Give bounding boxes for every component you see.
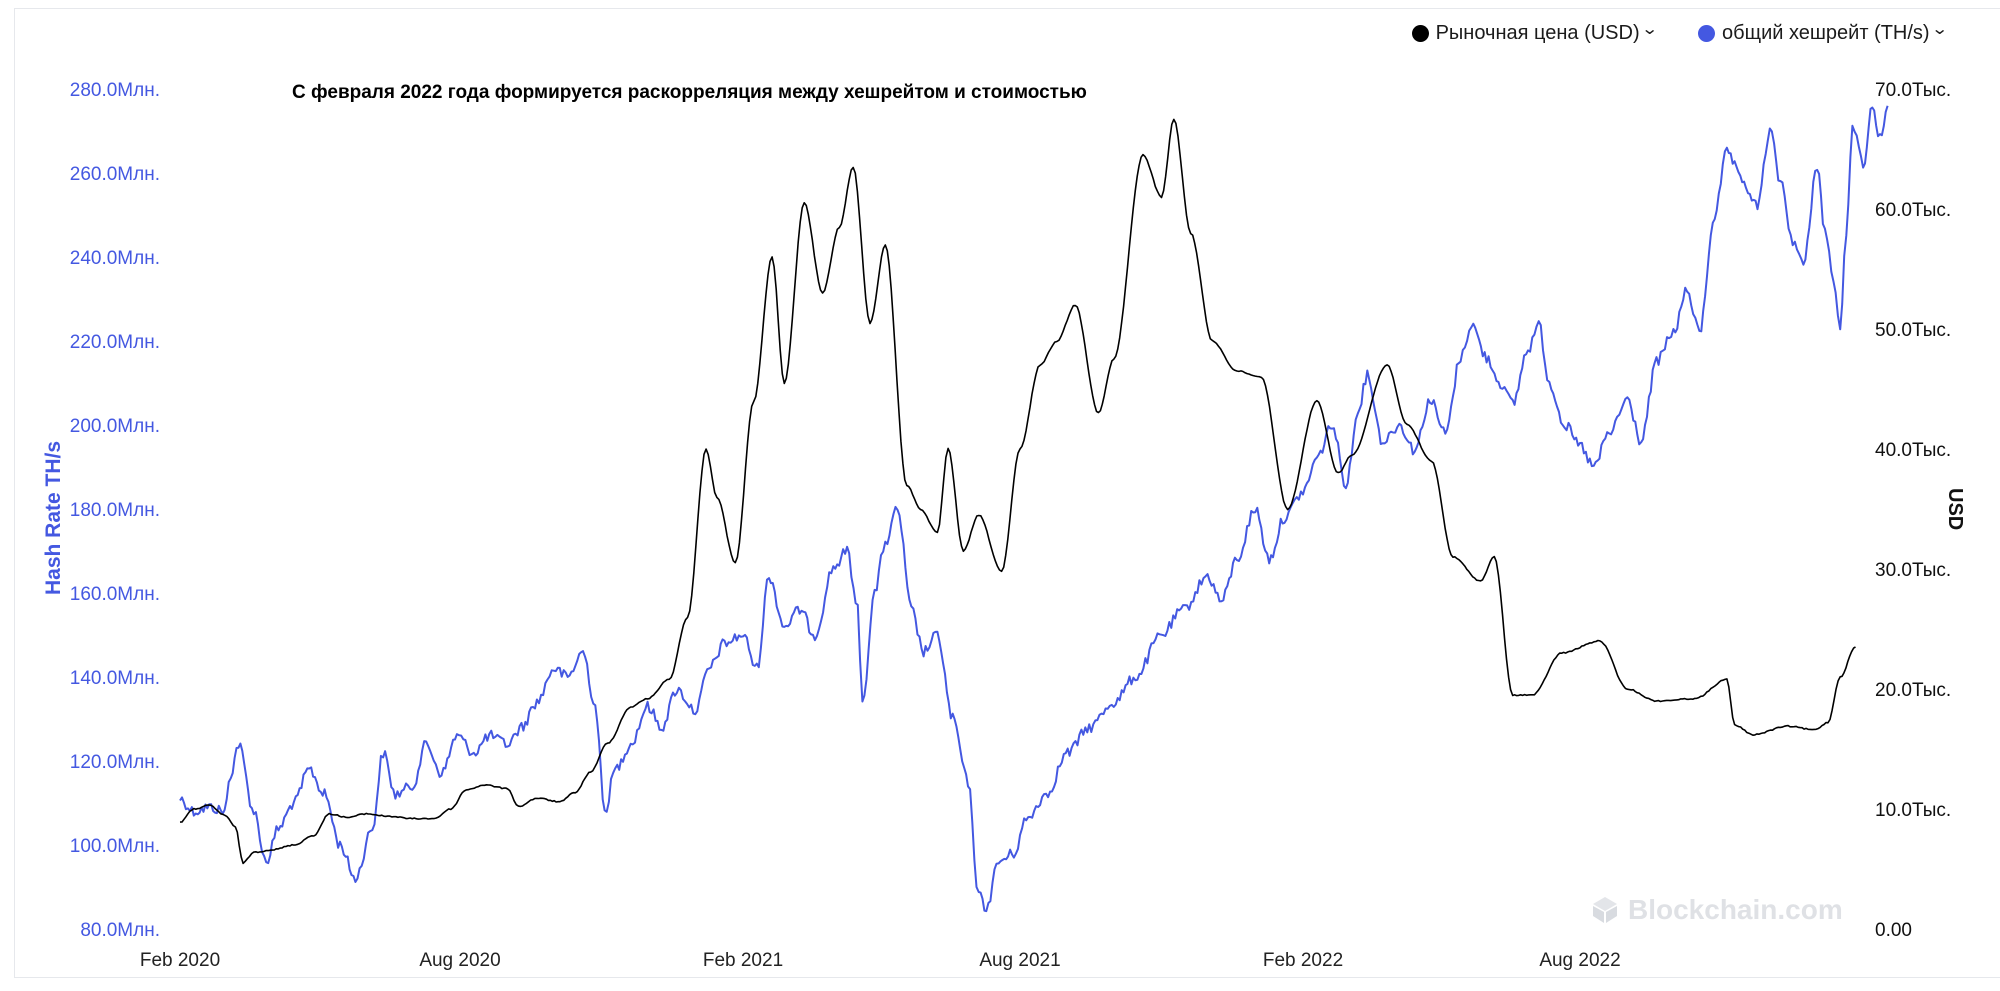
left-tick-label: 140.0Млн.: [70, 668, 160, 689]
left-axis-ticks: 280.0Млн. 260.0Млн. 240.0Млн. 220.0Млн. 200.…: [70, 80, 160, 941]
right-tick-label: 70.0Тыс.: [1875, 80, 1951, 101]
price-series-line: [179, 118, 1856, 865]
left-tick-label: 200.0Млн.: [70, 416, 160, 437]
left-tick-label: 180.0Млн.: [70, 500, 160, 521]
x-tick-label: Feb 2022: [1263, 950, 1343, 971]
x-axis-ticks: Feb 2020 Aug 2020 Feb 2021 Aug 2021 Feb 2022…: [140, 950, 1621, 971]
x-tick-label: Aug 2020: [419, 950, 500, 971]
left-tick-label: 240.0Млн.: [70, 248, 160, 269]
watermark-text: Blockchain.com: [1628, 894, 1843, 925]
left-tick-label: 280.0Млн.: [70, 80, 160, 101]
legend-dot-hashrate: [1698, 25, 1716, 42]
x-tick-label: Feb 2020: [140, 950, 220, 971]
left-axis-title: Hash Rate TH/s: [42, 440, 65, 595]
legend-item-price[interactable]: Рыночная цена (USD) ⌄: [1411, 20, 1659, 45]
legend-label-hashrate: общий хешрейт (TH/s): [1722, 22, 1930, 44]
legend-label-price: Рыночная цена (USD): [1435, 22, 1640, 44]
chevron-down-icon[interactable]: ⌄: [1640, 20, 1659, 38]
series-lines: [179, 105, 1889, 913]
right-tick-label: 10.0Тыс.: [1875, 800, 1951, 821]
chart-annotation: С февраля 2022 года формируется раскорре…: [292, 82, 1087, 103]
left-tick-label: 120.0Млн.: [70, 752, 160, 773]
left-tick-label: 260.0Млн.: [70, 164, 160, 185]
right-axis-title: USD: [1944, 488, 1966, 531]
left-tick-label: 160.0Млн.: [70, 584, 160, 605]
left-tick-label: 220.0Млн.: [70, 332, 160, 353]
blockchain-logo-icon: [1593, 897, 1617, 923]
right-tick-label: 20.0Тыс.: [1875, 680, 1951, 701]
x-tick-label: Feb 2021: [703, 950, 783, 971]
chart-frame: [14, 8, 2000, 978]
right-tick-label: 50.0Тыс.: [1875, 320, 1951, 341]
left-tick-label: 80.0Млн.: [80, 920, 160, 941]
legend-dot-price: [1411, 25, 1429, 42]
left-tick-label: 100.0Млн.: [70, 836, 160, 857]
x-tick-label: Aug 2021: [979, 950, 1060, 971]
right-tick-label: 0.00: [1875, 920, 1912, 941]
chevron-down-icon[interactable]: ⌄: [1930, 20, 1949, 38]
right-tick-label: 60.0Тыс.: [1875, 200, 1951, 221]
right-tick-label: 40.0Тыс.: [1875, 440, 1951, 461]
x-tick-label: Aug 2022: [1539, 950, 1620, 971]
watermark: Blockchain.com: [1590, 894, 1843, 926]
legend-item-hashrate[interactable]: общий хешрейт (TH/s) ⌄: [1698, 20, 1949, 45]
right-axis-ticks: 70.0Тыс. 60.0Тыс. 50.0Тыс. 40.0Тыс. 30.0Тыс.…: [1875, 80, 1951, 941]
right-tick-label: 30.0Тыс.: [1875, 560, 1951, 581]
legend: Рыночная цена (USD) ⌄ общий хешрейт (TH/…: [1411, 20, 1949, 45]
hashrate-series-line: [179, 105, 1889, 913]
